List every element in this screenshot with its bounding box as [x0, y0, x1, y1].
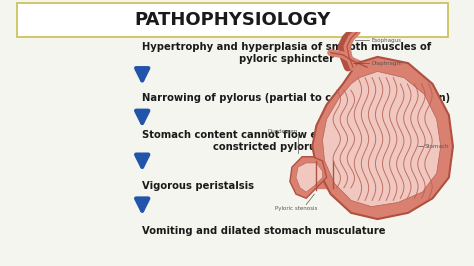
Text: Esophagus: Esophagus [372, 38, 401, 43]
Polygon shape [296, 163, 322, 192]
FancyBboxPatch shape [17, 3, 448, 37]
Text: Stomach: Stomach [424, 144, 449, 149]
Text: Vomiting and dilated stomach musculature: Vomiting and dilated stomach musculature [142, 226, 386, 236]
Text: Hypertrophy and hyperplasia of smooth muscles of
pyloric sphincter: Hypertrophy and hyperplasia of smooth mu… [142, 42, 431, 64]
Text: Diaphragm: Diaphragm [372, 61, 402, 66]
Text: Pyloric stenosis: Pyloric stenosis [275, 206, 317, 211]
Text: Vigorous peristalsis: Vigorous peristalsis [142, 181, 254, 191]
Polygon shape [312, 57, 453, 219]
Text: Duodenum: Duodenum [267, 129, 298, 134]
Text: PATHOPHYSIOLOGY: PATHOPHYSIOLOGY [134, 11, 330, 29]
Text: Stomach content cannot flow easily through
constricted pylorus: Stomach content cannot flow easily throu… [142, 130, 392, 152]
Text: Narrowing of pylorus (partial to complete obstruction): Narrowing of pylorus (partial to complet… [142, 93, 450, 103]
Polygon shape [322, 72, 441, 207]
Polygon shape [290, 157, 327, 198]
